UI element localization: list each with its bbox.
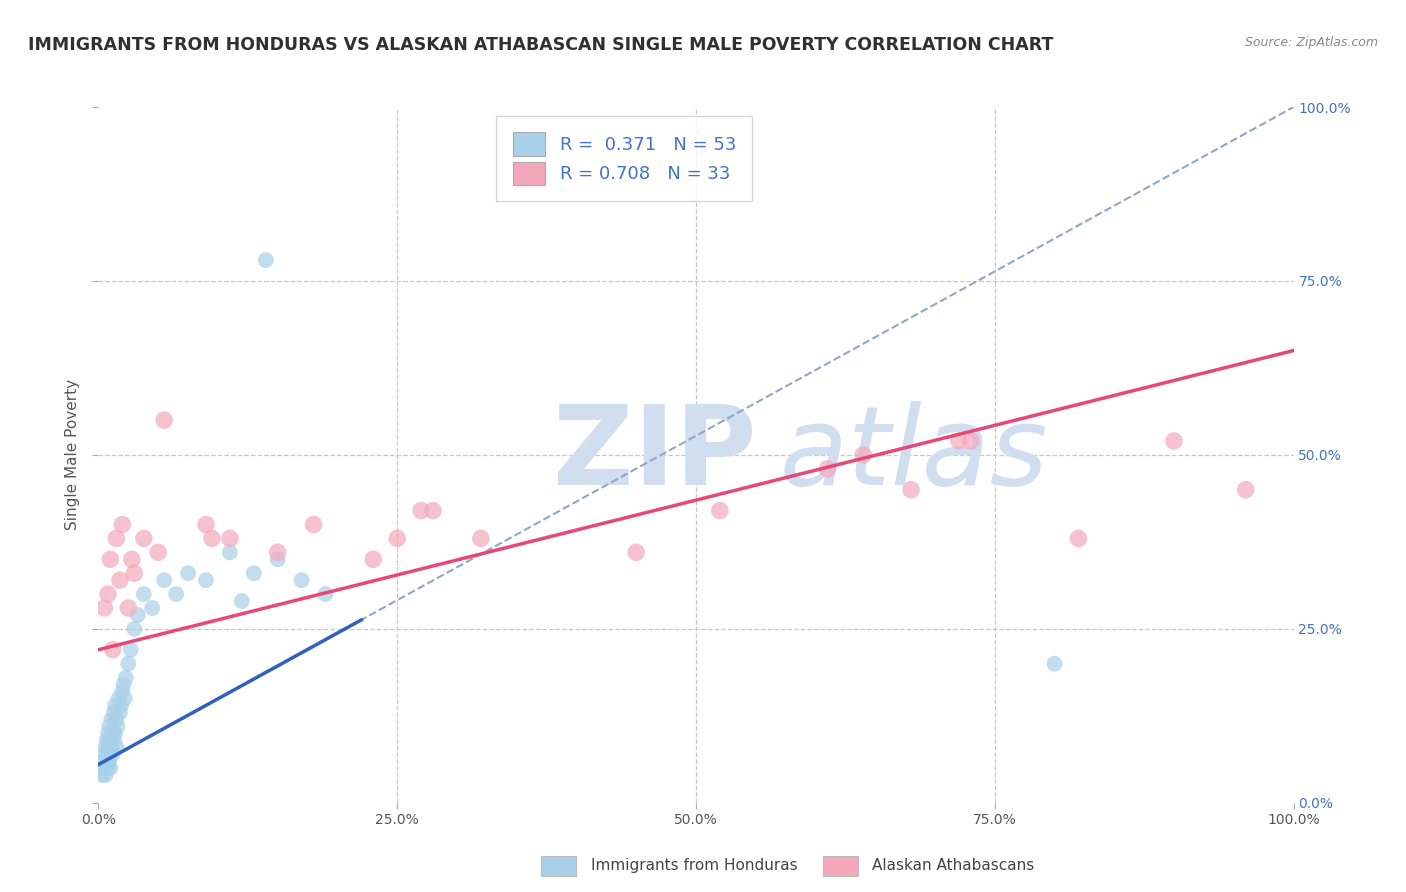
Point [104,726,127,740]
Point [104,698,127,713]
Point [97,761,120,775]
Point [302,517,325,532]
Legend: R =  0.371   N = 53, R = 0.708   N = 33: R = 0.371 N = 53, R = 0.708 N = 33 [496,116,752,202]
Point [98,754,121,768]
Text: Source: ZipAtlas.com: Source: ZipAtlas.com [1244,36,1378,49]
Point [243,566,266,581]
Point [93,747,115,761]
Point [114,691,136,706]
Point [148,545,170,559]
Text: ZIP: ZIP [553,401,756,508]
Point [117,657,139,671]
Point [626,545,648,559]
Point [363,552,385,566]
Point [108,573,131,587]
Point [98,761,122,775]
Point [110,698,132,713]
Point [127,607,149,622]
Point [132,587,155,601]
Point [112,677,135,691]
Y-axis label: Single Male Poverty: Single Male Poverty [65,379,80,531]
Point [254,253,277,268]
Point [201,532,224,546]
Point [267,552,290,566]
Point [141,601,163,615]
Point [115,671,138,685]
Point [231,594,253,608]
Point [108,706,131,720]
Point [165,587,187,601]
Point [121,552,143,566]
Point [94,740,117,755]
Point [101,747,124,761]
Point [900,483,922,497]
Point [1234,483,1257,497]
Point [815,462,838,476]
Point [153,573,176,587]
Point [100,712,122,726]
Point [97,747,120,761]
Point [315,587,337,601]
Text: atlas: atlas [779,401,1049,508]
Point [98,740,121,755]
Point [120,642,142,657]
Point [709,503,731,517]
Text: Alaskan Athabascans: Alaskan Athabascans [872,858,1033,872]
Point [1067,532,1090,546]
Point [98,747,122,761]
Point [385,532,409,546]
Point [470,532,492,546]
Point [117,601,139,615]
Point [107,691,129,706]
Point [91,768,114,782]
Point [267,545,290,559]
Point [100,740,122,755]
Point [91,754,114,768]
Point [93,601,115,615]
Point [107,719,129,733]
Point [94,768,117,782]
Point [97,726,120,740]
Point [98,719,121,733]
Point [948,434,970,448]
Point [1043,657,1066,671]
Point [177,566,200,581]
Point [411,503,433,517]
Point [105,740,128,755]
Point [98,733,122,747]
Point [153,413,176,427]
Point [93,761,115,775]
Point [124,622,146,636]
Point [852,448,875,462]
Point [195,573,218,587]
Point [195,517,218,532]
Point [132,532,155,546]
Point [103,706,125,720]
Point [101,726,124,740]
Point [291,573,314,587]
Point [105,532,128,546]
Point [124,566,146,581]
Text: Immigrants from Honduras: Immigrants from Honduras [591,858,797,872]
Point [105,712,128,726]
Point [111,517,134,532]
Point [960,434,983,448]
Point [1163,434,1185,448]
Point [97,587,120,601]
Point [98,552,122,566]
Point [101,642,124,657]
Text: IMMIGRANTS FROM HONDURAS VS ALASKAN ATHABASCAN SINGLE MALE POVERTY CORRELATION C: IMMIGRANTS FROM HONDURAS VS ALASKAN ATHA… [28,36,1053,54]
Point [219,545,242,559]
Point [96,733,118,747]
Point [96,754,118,768]
Point [103,733,125,747]
Point [219,532,242,546]
Point [422,503,444,517]
Point [111,684,134,698]
